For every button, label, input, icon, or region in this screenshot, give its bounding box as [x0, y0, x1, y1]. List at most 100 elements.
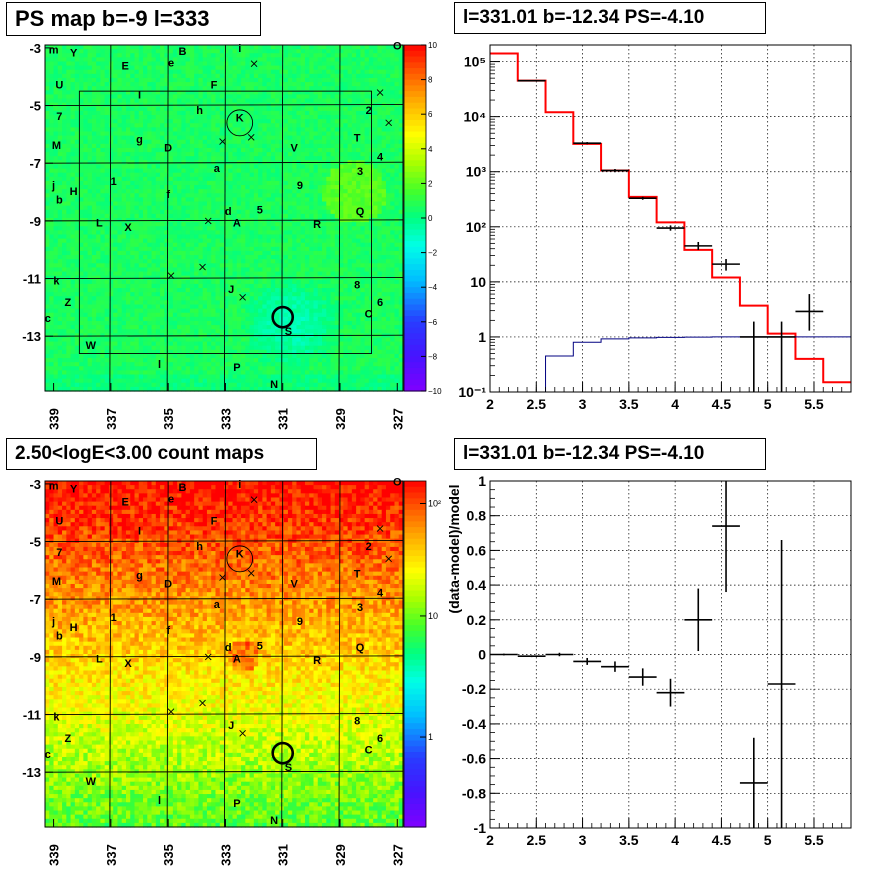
heatmap-cell — [194, 213, 200, 219]
heatmap-cell — [130, 53, 136, 58]
heatmap-cell — [189, 152, 195, 157]
heatmap-cell — [381, 168, 387, 174]
heatmap-cell — [377, 127, 383, 133]
heatmap-cell — [177, 222, 182, 227]
heatmap-cell — [155, 164, 161, 170]
heatmap-cell — [351, 168, 357, 174]
heatmap-cell — [49, 271, 55, 277]
heatmap-cell — [74, 172, 80, 178]
heatmap-cell — [334, 82, 340, 87]
heatmap-cell — [147, 82, 153, 87]
heatmap-cell — [125, 197, 131, 203]
heatmap-cell — [241, 147, 246, 153]
heatmap-cell — [317, 127, 323, 133]
heatmap-cell — [100, 213, 106, 219]
heatmap-cell — [91, 57, 97, 63]
heatmap-cell — [373, 185, 379, 190]
heatmap-cell — [224, 164, 229, 170]
heatmap-cell — [270, 230, 276, 236]
heatmap-cell — [66, 82, 72, 87]
heatmap-cell — [317, 193, 323, 199]
heatmap-cell — [211, 53, 217, 58]
heatmap-cell — [70, 234, 76, 240]
heatmap-cell — [232, 201, 238, 207]
heatmap-cell — [57, 209, 63, 215]
heatmap-cell — [66, 102, 72, 108]
heatmap-cell — [57, 201, 63, 207]
heatmap-cell — [322, 176, 327, 182]
heatmap-cell — [100, 119, 106, 124]
heatmap-cell — [228, 213, 234, 219]
heatmap-cell — [309, 123, 315, 128]
heatmap-cell — [96, 143, 101, 149]
heatmap-cell — [181, 139, 187, 145]
heatmap-cell — [160, 168, 165, 174]
heatmap-cell — [236, 230, 242, 236]
heatmap-cell — [292, 189, 298, 194]
heatmap-cell — [236, 180, 242, 186]
heatmap-cell — [228, 267, 234, 273]
heatmap-cell — [100, 45, 106, 50]
heatmap-cell — [309, 201, 315, 207]
heatmap-cell — [287, 271, 293, 277]
heatmap-cell — [206, 53, 212, 58]
heatmap-cell — [160, 288, 165, 293]
heatmap-cell — [245, 267, 251, 273]
heatmap-cell — [147, 156, 153, 161]
heatmap-cell — [189, 180, 195, 186]
heatmap-cell — [300, 94, 306, 100]
heatmap-cell — [334, 147, 340, 153]
heatmap-cell — [155, 106, 161, 112]
heatmap-cell — [121, 115, 127, 120]
heatmap-cell — [296, 283, 302, 289]
heatmap-cell — [49, 139, 55, 145]
heatmap-cell — [262, 234, 268, 240]
heatmap-cell — [198, 73, 204, 79]
heatmap-cell — [181, 238, 187, 244]
heatmap-cell — [79, 168, 84, 174]
heatmap-cell — [134, 222, 140, 227]
heatmap-cell — [266, 131, 272, 137]
heatmap-cell — [66, 98, 72, 104]
heatmap-cell — [138, 189, 144, 194]
heatmap-cell — [87, 226, 93, 231]
heatmap-cell — [83, 201, 89, 207]
heatmap-cell — [326, 73, 332, 79]
heatmap-cell — [377, 61, 383, 67]
heatmap-cell — [211, 201, 217, 207]
heatmap-cell — [53, 131, 59, 137]
heatmap-cell — [334, 135, 340, 141]
heatmap-cell — [292, 147, 298, 153]
heatmap-cell — [202, 209, 208, 215]
heatmap-cell — [360, 172, 366, 178]
heatmap-cell — [155, 279, 161, 285]
heatmap-cell — [228, 77, 234, 83]
heatmap-cell — [398, 275, 404, 281]
heatmap-cell — [356, 143, 361, 149]
heatmap-cell — [351, 94, 357, 100]
heatmap-cell — [253, 131, 259, 137]
heatmap-cell — [151, 172, 157, 178]
heatmap-cell — [194, 226, 200, 231]
heatmap-cell — [360, 234, 366, 240]
heatmap-cell — [390, 164, 396, 170]
heatmap-cell — [326, 168, 332, 174]
heatmap-cell — [164, 205, 170, 211]
heatmap-cell — [202, 123, 208, 128]
heatmap-cell — [398, 263, 404, 269]
heatmap-cell — [164, 57, 170, 63]
heatmap-cell — [134, 94, 140, 100]
heatmap-cell — [398, 53, 404, 58]
heatmap-cell — [53, 246, 59, 252]
heatmap-cell — [125, 263, 131, 269]
heatmap-cell — [164, 238, 170, 244]
heatmap-cell — [317, 283, 323, 289]
heatmap-cell — [100, 143, 106, 149]
heatmap-cell — [206, 263, 212, 269]
heatmap-cell — [194, 135, 200, 141]
heatmap-cell — [185, 176, 191, 182]
heatmap-cell — [249, 110, 255, 116]
heatmap-cell — [309, 234, 315, 240]
heatmap-cell — [66, 283, 72, 289]
heatmap-cell — [189, 77, 195, 83]
